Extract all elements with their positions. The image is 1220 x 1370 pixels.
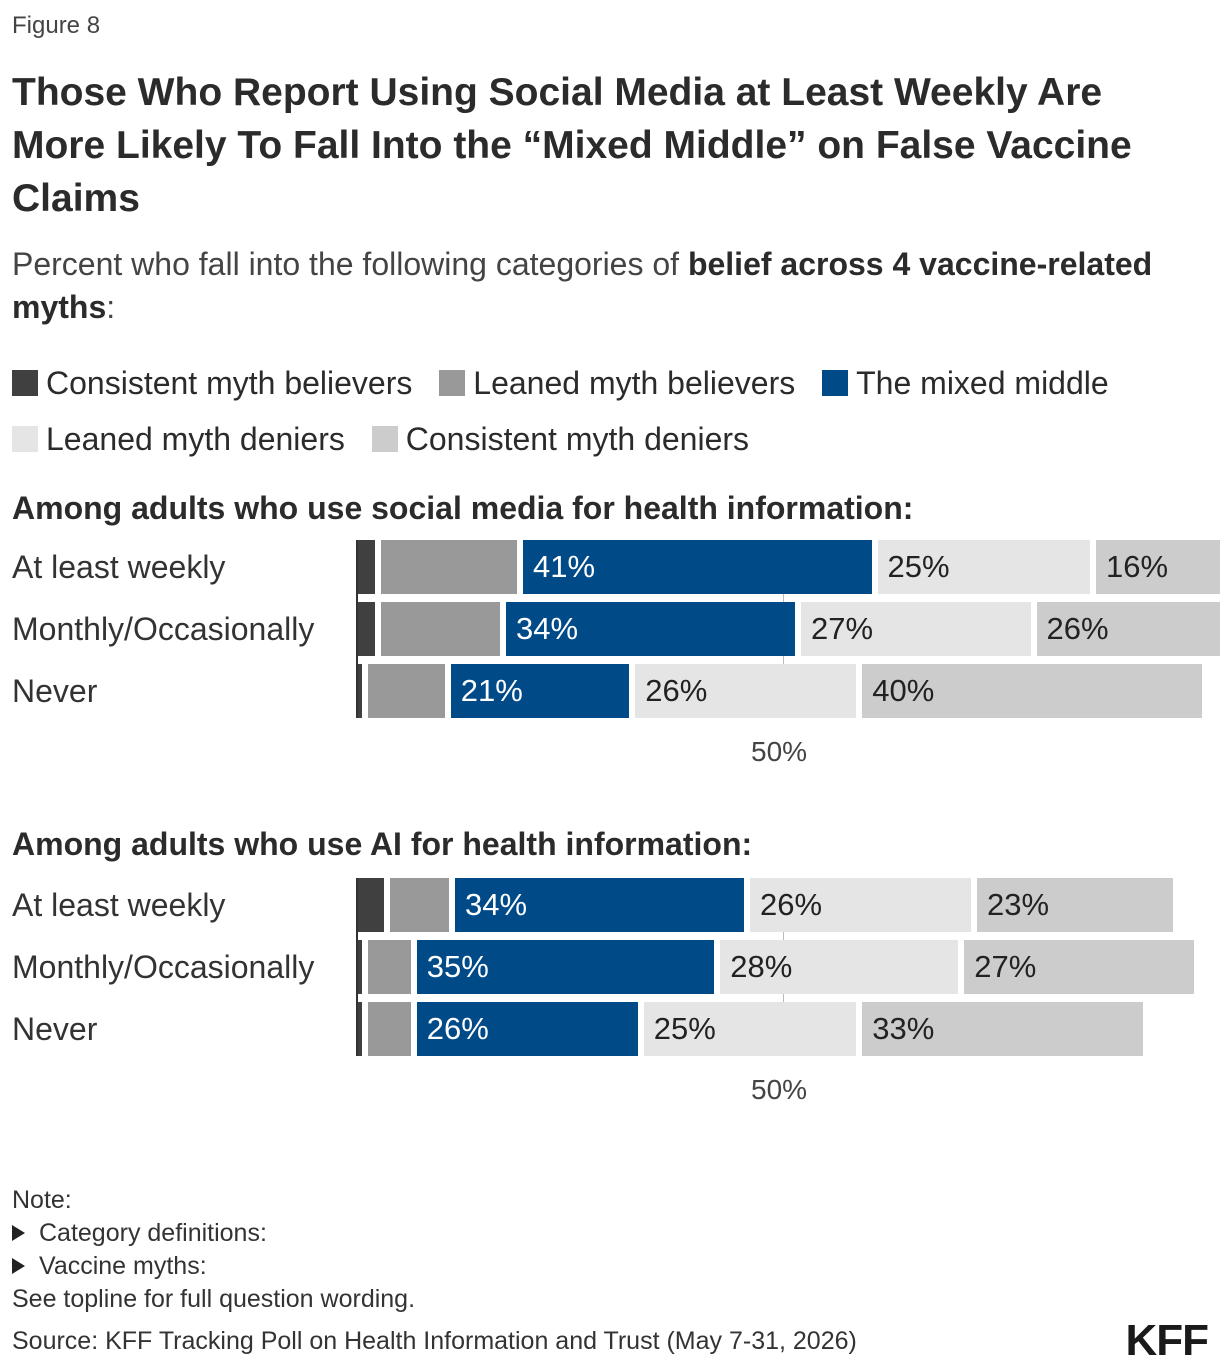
subtitle-colon: : (106, 289, 116, 325)
data-label: 26% (1046, 611, 1109, 646)
bar-segment-leaned-myth-believers (381, 540, 517, 594)
note-toggle-category-definitions[interactable]: Category definitions: (12, 1217, 415, 1250)
bar-segment-leaned-myth-believers (368, 1002, 411, 1056)
bar-segment-leaned-myth-deniers (877, 540, 1090, 594)
reference-line-label: 50% (751, 736, 808, 767)
note-item-label: Category definitions: (39, 1219, 267, 1247)
bar-segment-leaned-myth-deniers (801, 602, 1031, 656)
bar-segment-the-mixed-middle (416, 1002, 638, 1056)
legend-item-consistent-deniers: Consistent myth deniers (371, 411, 750, 467)
legend-label: The mixed middle (856, 365, 1109, 401)
axis-baseline (356, 540, 358, 718)
data-label: 25% (653, 1011, 716, 1046)
bar-segment-the-mixed-middle (523, 540, 872, 594)
bar-segment-leaned-myth-believers (368, 940, 411, 994)
expand-triangle-icon[interactable] (12, 1258, 25, 1274)
data-label: 27% (974, 949, 1037, 984)
kff-logo: KFF (1125, 1316, 1209, 1365)
legend-item-leaned-believers: Leaned myth believers (439, 355, 795, 411)
data-label: 16% (1106, 549, 1169, 584)
bar-segment-consistent-myth-believers (358, 602, 375, 656)
row-label: At least weekly (12, 887, 226, 923)
bar-segment-the-mixed-middle (455, 878, 744, 932)
bar-segment-consistent-myth-believers (358, 940, 363, 994)
data-label: 25% (887, 549, 950, 584)
row-label: Never (12, 1011, 98, 1047)
data-label: 41% (533, 549, 596, 584)
data-label: 34% (465, 887, 528, 922)
row-label: At least weekly (12, 549, 226, 585)
reference-line-label: 50% (751, 1074, 808, 1105)
subtitle-emphasis: belief across 4 vaccine-related myths (12, 246, 1153, 325)
note-footer: See topline for full question wording. (12, 1285, 416, 1313)
row-label: Never (12, 673, 98, 709)
data-label: 27% (811, 611, 874, 646)
note-heading: Note: (12, 1186, 72, 1214)
legend-item-leaned-deniers: Leaned myth deniers (12, 411, 345, 467)
legend-swatch (12, 370, 38, 396)
legend-item-mixed-middle: The mixed middle (822, 355, 1109, 411)
subtitle-text: Percent who fall into the following cate… (12, 246, 688, 282)
bar-segment-leaned-myth-believers (389, 878, 449, 932)
row-label: Monthly/Occasionally (12, 949, 315, 985)
chart-section-title: Among adults who use AI for health infor… (12, 826, 753, 862)
bar-segment-the-mixed-middle (506, 602, 795, 656)
bar-segment-consistent-myth-deniers (862, 664, 1203, 718)
expand-triangle-icon[interactable] (12, 1225, 25, 1241)
bar-segment-leaned-myth-deniers (750, 878, 971, 932)
row-label: Monthly/Occasionally (12, 611, 315, 647)
legend-swatch (371, 426, 398, 452)
bar-segment-consistent-myth-believers (358, 664, 363, 718)
notes: Note: Category definitions: Vaccine myth… (12, 1184, 415, 1316)
chart-section-title: Among adults who use social media for he… (12, 490, 914, 526)
bar-segment-leaned-myth-deniers (720, 940, 959, 994)
bar-segment-leaned-myth-believers (381, 602, 500, 656)
data-label: 40% (872, 673, 935, 708)
data-label: 34% (516, 611, 579, 646)
bar-segment-leaned-myth-believers (368, 664, 445, 718)
legend-label: Consistent myth deniers (405, 421, 750, 457)
bar-segment-the-mixed-middle (450, 664, 630, 718)
data-label: 23% (987, 887, 1050, 922)
legend-label: Leaned myth believers (473, 365, 796, 401)
data-label: 35% (426, 949, 489, 984)
bar-segment-consistent-myth-deniers (977, 878, 1173, 932)
data-label: 33% (872, 1011, 935, 1046)
chart-subtitle: Percent who fall into the following cate… (12, 243, 1207, 329)
source-text: Source: KFF Tracking Poll on Health Info… (12, 1327, 857, 1355)
legend-label: Leaned myth deniers (46, 421, 345, 457)
legend-label: Consistent myth believers (46, 365, 413, 401)
bar-segment-consistent-myth-deniers (862, 1002, 1143, 1056)
bar-segment-consistent-myth-believers (358, 540, 375, 594)
bar-segment-the-mixed-middle (416, 940, 715, 994)
legend-swatch (12, 426, 38, 452)
bar-segment-consistent-myth-deniers (964, 940, 1194, 994)
chart-title: Those Who Report Using Social Media at L… (12, 71, 1132, 220)
data-label: 26% (426, 1011, 489, 1046)
data-label: 26% (760, 887, 823, 922)
figure-label: Figure 8 (12, 12, 101, 39)
bar-segment-consistent-myth-deniers (1096, 540, 1220, 594)
axis-baseline (356, 878, 358, 1056)
legend-swatch (439, 370, 466, 396)
data-label: 21% (460, 673, 523, 708)
data-label: 28% (730, 949, 793, 984)
bar-segment-consistent-myth-believers (358, 878, 384, 932)
legend-swatch (822, 370, 849, 396)
bar-segment-leaned-myth-deniers (635, 664, 857, 718)
bar-segment-consistent-myth-believers (358, 1002, 363, 1056)
legend: Consistent myth believers Leaned myth be… (12, 355, 1202, 467)
data-label: 26% (645, 673, 708, 708)
note-item-label: Vaccine myths: (39, 1252, 207, 1280)
note-toggle-vaccine-myths[interactable]: Vaccine myths: (12, 1250, 415, 1283)
bar-segment-leaned-myth-deniers (643, 1002, 857, 1056)
bar-segment-consistent-myth-deniers (1036, 602, 1220, 656)
legend-item-consistent-believers: Consistent myth believers (12, 355, 412, 411)
